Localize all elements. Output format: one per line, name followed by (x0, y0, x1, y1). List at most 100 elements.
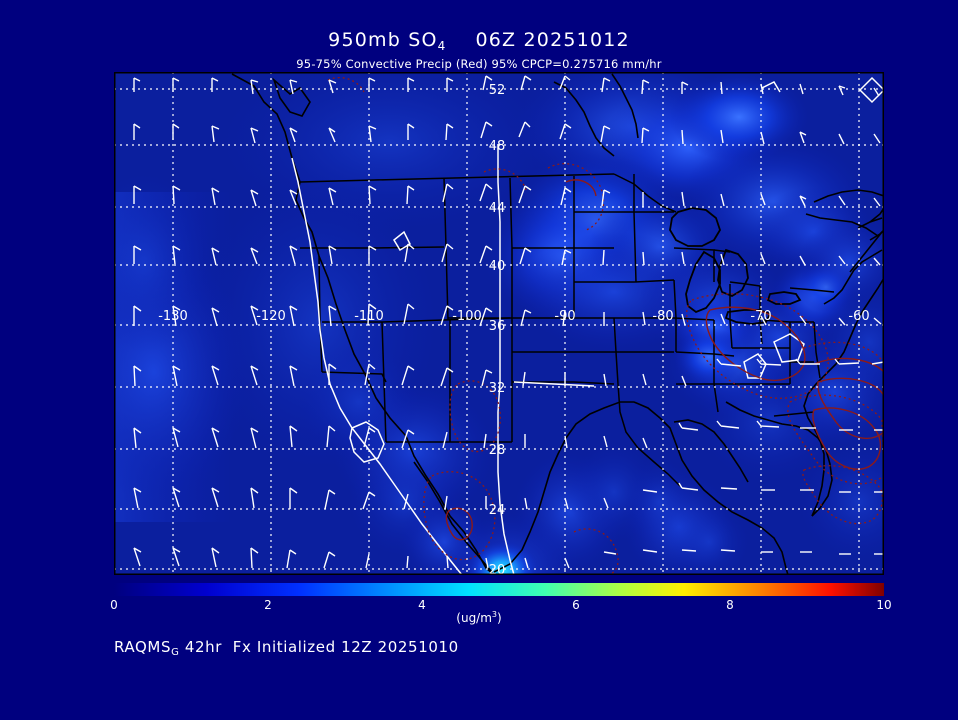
border-sd-ne (574, 279, 675, 283)
border-or-nv-id (322, 317, 511, 323)
colorbar-tick-5: 10 (876, 598, 892, 612)
lat-label-2: 44 (489, 201, 506, 216)
lat-labels-layer: 52 48 44 40 36 32 28 24 20 (489, 83, 506, 575)
figure-subtitle: 95-75% Convective Precip (Red) 95% CPCP=… (296, 57, 662, 71)
title-species: 950mb SO (328, 29, 438, 51)
wind-barb-row-2 (133, 121, 881, 145)
wind-barbs-layer (133, 75, 884, 569)
border-il-in (729, 281, 761, 287)
lat-label-7: 24 (489, 503, 506, 518)
precip-75-contour-9 (327, 77, 365, 93)
state-borders-layer (299, 173, 835, 487)
precip-95-contour-2 (813, 357, 884, 373)
precip-75-contour-8 (547, 163, 605, 231)
wind-barb-row-5 (133, 303, 882, 327)
lon-label-1: -120 (256, 309, 286, 324)
map-svg: -130 -120 -110 -100 -90 -80 -70 -60 52 4… (114, 72, 884, 575)
field-blob-pacific-n (114, 172, 214, 352)
coast-vancouver-island (272, 77, 311, 117)
figure-title: 950mb SO4 06Z 20251012 (0, 29, 958, 53)
highlight-lake-ne (761, 81, 781, 93)
coast-stlawrence (813, 189, 884, 203)
coast-hudson-e (611, 73, 639, 139)
border-mn-sd (633, 174, 637, 283)
precip-95-contour-5 (445, 507, 473, 541)
units-suffix: ) (497, 611, 502, 625)
colorbar-svg (114, 583, 884, 596)
coast-gulf-florida (725, 401, 833, 517)
coast-newengland (849, 231, 883, 273)
precip-95-contour-6 (565, 179, 597, 197)
coast-stlawrence-s (805, 213, 879, 237)
wind-barb-row-7 (133, 420, 884, 449)
colorbar-tick-0: 0 (110, 598, 118, 612)
lat-label-1: 48 (489, 139, 506, 154)
lake-superior (669, 207, 721, 247)
wind-barb-row-1 (133, 75, 880, 97)
border-ca-nv-s (321, 371, 387, 383)
border-ga-fl (773, 411, 815, 417)
lon-label-2: -110 (354, 309, 384, 324)
map-frame (114, 72, 884, 575)
precip-75-contour-1 (686, 293, 829, 399)
coast-texas-gulf (673, 419, 749, 483)
field-blob-gulf-c (669, 502, 749, 575)
border-ok-tx (512, 381, 615, 385)
border-mo-il-mi (713, 320, 719, 413)
colorbar-tick-3: 6 (572, 598, 580, 612)
lake-ontario (766, 291, 802, 305)
colorbar (114, 583, 884, 596)
highlight-lake-w (393, 230, 411, 252)
lon-label-4: -90 (554, 309, 575, 324)
border-us-canada-lakes (613, 173, 677, 213)
coast-atlantic-se (803, 277, 884, 517)
lat-label-0: 52 (489, 83, 506, 98)
wind-barb-row-8 (133, 482, 884, 510)
lon-label-3: -100 (452, 309, 482, 324)
highlight-salton (349, 421, 385, 463)
lon-label-6: -70 (750, 309, 771, 324)
highlight-meridian-s (497, 440, 515, 575)
border-wi-il (713, 249, 731, 253)
precip-contours-95 (445, 179, 884, 541)
wind-barb-row-9 (133, 547, 884, 569)
highlight-west-coast (291, 157, 463, 575)
colorbar-units-label: (ug/m3) (0, 610, 958, 625)
highlight-shape-e (743, 353, 767, 379)
footer-init: Fx Initialized 12Z 20251010 (232, 638, 459, 656)
field-blob-socal (299, 342, 419, 462)
precip-75-contour-7 (483, 168, 527, 191)
lon-label-5: -80 (652, 309, 673, 324)
footer-model: RAQMS (114, 638, 172, 656)
colorbar-tick-1: 2 (264, 598, 272, 612)
border-in-oh (729, 284, 733, 349)
precip-95-contour-3 (817, 377, 884, 440)
footer-model-subscript: G (171, 647, 180, 658)
footer-lead: 42hr (184, 638, 222, 656)
border-ia-mo (673, 317, 715, 321)
lon-label-0: -130 (158, 309, 188, 324)
precip-75-contour-5 (423, 471, 496, 561)
precip-75-contour-10 (573, 528, 619, 575)
title-valid-time: 06Z 20251012 (475, 29, 630, 51)
units-prefix: (ug/m (456, 611, 492, 625)
gridlines-layer (114, 72, 884, 575)
border-va-nc (813, 321, 821, 379)
precip-contours-75 (327, 77, 884, 575)
border-tx-ok-e (617, 383, 681, 487)
border-nv-ut (381, 321, 387, 443)
lat-label-6: 28 (489, 443, 506, 458)
border-ks-mo-w (613, 317, 619, 385)
coast-gaspe (857, 217, 883, 229)
colorbar-gradient (114, 583, 884, 596)
precip-75-contour-6 (449, 380, 501, 453)
wind-barb-row-3 (133, 183, 881, 207)
precip-95-contour-1 (705, 306, 806, 382)
highlight-route-1 (513, 381, 595, 387)
field-blob-atlantic-s (799, 442, 884, 562)
figure-footer: RAQMSG 42hr Fx Initialized 12Z 20251010 (114, 638, 459, 658)
coast-midatlantic (823, 249, 883, 305)
lon-labels-layer: -130 -120 -110 -100 -90 -80 -70 -60 (158, 309, 869, 324)
wind-barb-row-6 (133, 358, 884, 387)
